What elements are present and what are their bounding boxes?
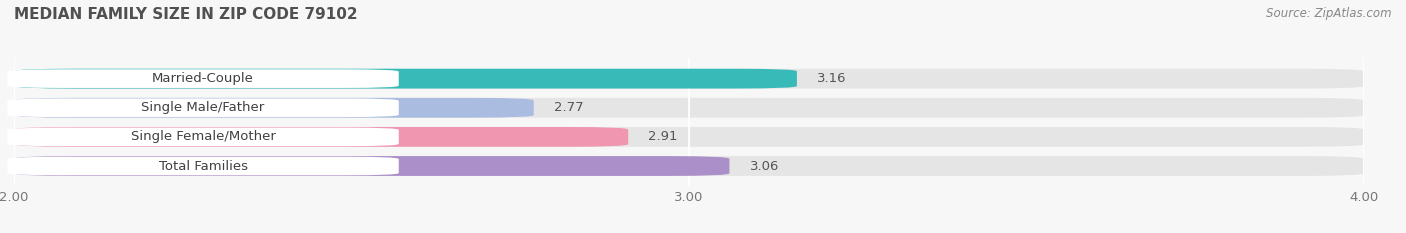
- FancyBboxPatch shape: [14, 69, 797, 89]
- Text: 3.06: 3.06: [749, 160, 779, 172]
- Text: Single Female/Mother: Single Female/Mother: [131, 130, 276, 143]
- Text: Married-Couple: Married-Couple: [152, 72, 254, 85]
- FancyBboxPatch shape: [7, 99, 399, 117]
- FancyBboxPatch shape: [14, 69, 1364, 89]
- Text: Total Families: Total Families: [159, 160, 247, 172]
- FancyBboxPatch shape: [14, 156, 1364, 176]
- FancyBboxPatch shape: [14, 156, 730, 176]
- Text: Source: ZipAtlas.com: Source: ZipAtlas.com: [1267, 7, 1392, 20]
- FancyBboxPatch shape: [14, 127, 1364, 147]
- Text: 2.77: 2.77: [554, 101, 583, 114]
- FancyBboxPatch shape: [7, 69, 399, 88]
- FancyBboxPatch shape: [14, 127, 628, 147]
- FancyBboxPatch shape: [14, 98, 1364, 118]
- Text: 2.91: 2.91: [648, 130, 678, 143]
- Text: Single Male/Father: Single Male/Father: [142, 101, 264, 114]
- FancyBboxPatch shape: [14, 98, 534, 118]
- Text: 3.16: 3.16: [817, 72, 846, 85]
- FancyBboxPatch shape: [7, 128, 399, 146]
- FancyBboxPatch shape: [7, 157, 399, 175]
- Text: MEDIAN FAMILY SIZE IN ZIP CODE 79102: MEDIAN FAMILY SIZE IN ZIP CODE 79102: [14, 7, 357, 22]
